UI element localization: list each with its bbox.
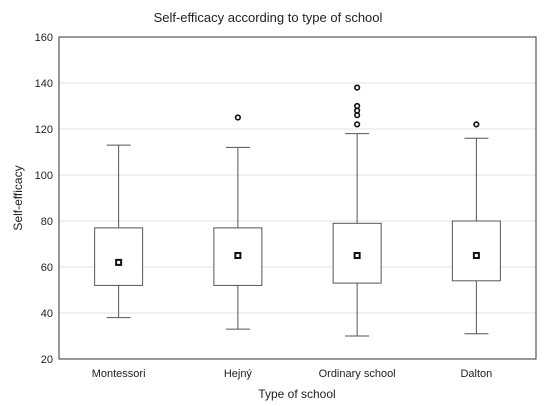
y-tick-label: 80 — [41, 216, 53, 228]
y-tick-label: 100 — [35, 170, 53, 182]
x-axis-ticks: Montessori Hejný Ordinary school Dalton — [92, 368, 493, 380]
center-marker — [115, 258, 123, 266]
chart-title: Self-efficacy according to type of schoo… — [154, 10, 383, 25]
x-tick-label: Dalton — [460, 368, 492, 380]
box-group — [213, 114, 263, 330]
center-marker — [472, 252, 480, 259]
y-tick-label: 60 — [41, 262, 53, 274]
y-tick-label: 120 — [35, 124, 53, 136]
plot-frame — [58, 36, 537, 360]
center-marker — [234, 252, 242, 259]
y-tick-label: 40 — [41, 308, 53, 320]
outlier-point — [354, 84, 361, 91]
y-tick-label: 160 — [35, 32, 53, 44]
box-iqr — [451, 220, 501, 282]
outlier-point — [354, 121, 361, 128]
box-group — [451, 121, 501, 335]
center-marker — [353, 252, 361, 259]
box-series — [94, 84, 501, 337]
box-group — [94, 144, 144, 319]
y-axis-label: Self-efficacy — [11, 165, 25, 230]
y-tick-label: 140 — [35, 78, 53, 90]
box-iqr — [94, 227, 144, 286]
box-group — [332, 84, 382, 337]
x-tick-label: Ordinary school — [319, 368, 396, 380]
y-tick-label: 20 — [41, 354, 53, 366]
outlier-point — [354, 102, 361, 110]
y-axis-ticks: 20 40 60 80 100 120 140 160 — [35, 32, 53, 366]
x-axis-label: Type of school — [258, 387, 335, 401]
outlier-point — [234, 114, 241, 121]
gridlines — [59, 36, 536, 360]
x-tick-label: Montessori — [92, 368, 146, 380]
x-tick-label: Hejný — [224, 368, 253, 380]
outlier-point — [473, 121, 480, 128]
